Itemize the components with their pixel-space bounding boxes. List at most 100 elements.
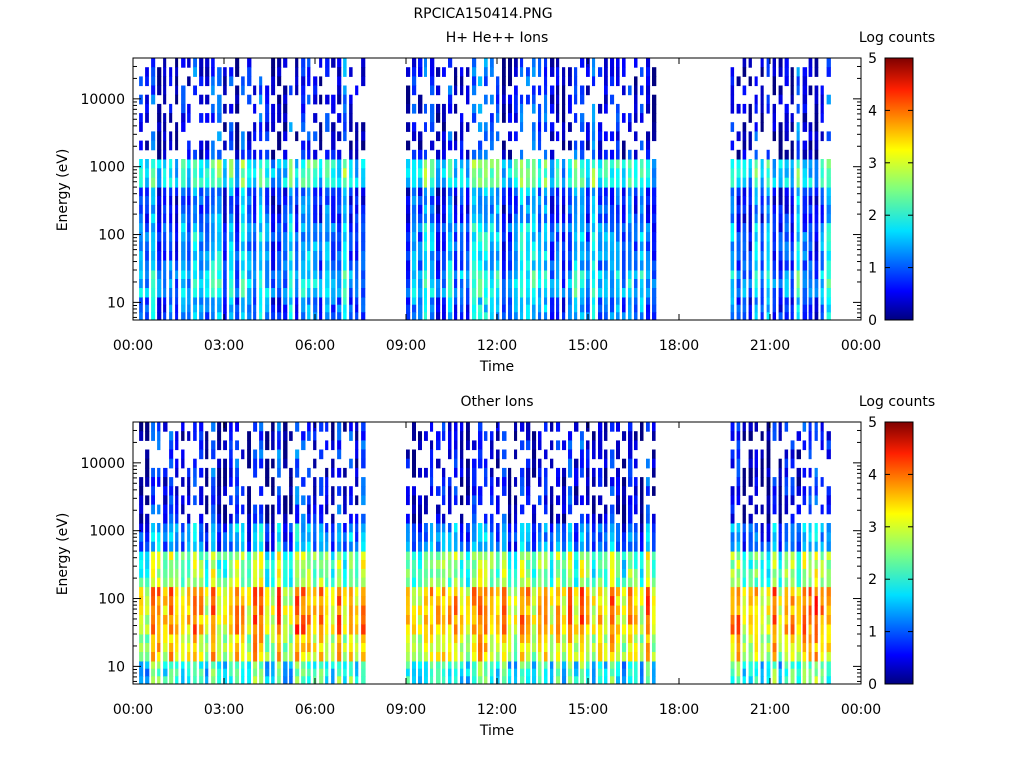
heatmap-cell — [181, 541, 185, 552]
heatmap-cell — [181, 196, 186, 206]
heatmap-cell — [343, 652, 347, 662]
heatmap-cell — [139, 431, 144, 441]
heatmap-cell — [424, 168, 427, 179]
heatmap-cell — [175, 541, 179, 552]
heatmap-cell — [784, 67, 789, 77]
heatmap-cell — [349, 661, 353, 670]
heatmap-cell — [622, 605, 627, 616]
heatmap-cell — [466, 615, 470, 625]
heatmap-cell — [514, 251, 518, 261]
heatmap-cell — [271, 297, 276, 306]
heatmap-cell — [484, 605, 488, 616]
heatmap-cell — [412, 560, 416, 570]
heatmap-cell — [139, 634, 144, 644]
heatmap-cell — [466, 232, 470, 243]
heatmap-cell — [802, 532, 807, 543]
heatmap-cell — [412, 541, 416, 552]
heatmap-cell — [604, 458, 608, 469]
heatmap-cell — [424, 241, 427, 252]
heatmap-cell — [526, 222, 530, 233]
heatmap-cell — [742, 676, 746, 685]
heatmap-cell — [277, 560, 281, 570]
heatmap-cell — [508, 103, 512, 114]
heatmap-cell — [349, 634, 353, 644]
heatmap-cell — [628, 643, 633, 653]
heatmap-cell — [229, 67, 234, 77]
heatmap-cell — [508, 560, 512, 570]
heatmap-cell — [145, 541, 150, 552]
heatmap-cell — [319, 586, 324, 597]
heatmap-cell — [157, 661, 161, 670]
heatmap-cell — [430, 297, 435, 306]
heatmap-cell — [235, 560, 239, 570]
heatmap-cell — [454, 159, 458, 169]
heatmap-cell — [205, 551, 209, 561]
heatmap-cell — [259, 643, 264, 653]
heatmap-cell — [175, 596, 179, 607]
heatmap-cell — [169, 213, 173, 224]
heatmap-cell — [454, 486, 458, 496]
heatmap-cell — [181, 634, 185, 644]
heatmap-cell — [748, 196, 752, 206]
heatmap-cell — [199, 196, 204, 206]
heatmap-cell — [217, 288, 222, 298]
heatmap-cell — [349, 312, 353, 321]
heatmap-cell — [283, 541, 288, 552]
heatmap-cell — [490, 279, 494, 289]
heatmap-cell — [343, 615, 347, 625]
heatmap-cell — [616, 605, 620, 616]
heatmap-cell — [277, 523, 281, 533]
heatmap-cell — [646, 196, 651, 206]
heatmap-cell — [406, 67, 411, 77]
heatmap-cell — [544, 260, 548, 271]
heatmap-cell — [526, 596, 531, 607]
heatmap-cell — [802, 122, 808, 132]
heatmap-cell — [325, 213, 330, 224]
heatmap-cell — [205, 477, 209, 487]
heatmap-cell — [790, 615, 795, 625]
heatmap-cell — [223, 422, 227, 432]
heatmap-cell — [289, 168, 293, 179]
heatmap-cell — [418, 103, 423, 114]
heatmap-cell — [460, 440, 464, 451]
heatmap-cell — [289, 643, 293, 653]
heatmap-cell — [277, 213, 282, 224]
heatmap-cell — [478, 122, 483, 132]
heatmap-cell — [610, 560, 615, 570]
heatmap-cell — [748, 159, 752, 169]
heatmap-cell — [778, 486, 782, 496]
heatmap-cell — [343, 113, 347, 123]
heatmap-cell — [526, 270, 530, 280]
heatmap-cell — [199, 213, 204, 224]
heatmap-cell — [418, 652, 422, 662]
heatmap-cell — [508, 260, 512, 271]
heatmap-cell — [241, 577, 245, 588]
heatmap-cell — [199, 577, 204, 588]
heatmap-cell — [307, 422, 311, 432]
heatmap-cell — [454, 131, 458, 142]
heatmap-cell — [151, 615, 155, 625]
heatmap-cell — [223, 279, 227, 289]
heatmap-cell — [814, 605, 818, 616]
heatmap-cell — [253, 213, 257, 224]
heatmap-cell — [526, 312, 530, 321]
heatmap-cell — [217, 634, 222, 644]
heatmap-cell — [406, 513, 410, 524]
heatmap-cell — [460, 458, 464, 469]
heatmap-cell — [544, 504, 548, 515]
heatmap-cell — [748, 523, 753, 533]
heatmap-cell — [241, 486, 245, 496]
heatmap-cell — [748, 458, 753, 469]
heatmap-cell — [766, 643, 771, 653]
heatmap-cell — [568, 504, 573, 515]
heatmap-cell — [247, 297, 252, 306]
heatmap-cell — [343, 241, 347, 252]
heatmap-cell — [640, 523, 644, 533]
heatmap-cell — [199, 187, 204, 197]
heatmap-cell — [430, 270, 435, 280]
heatmap-cell — [622, 523, 627, 533]
heatmap-cell — [223, 541, 227, 552]
heatmap-cell — [319, 279, 323, 289]
heatmap-cell — [754, 458, 758, 469]
heatmap-cell — [640, 624, 644, 635]
